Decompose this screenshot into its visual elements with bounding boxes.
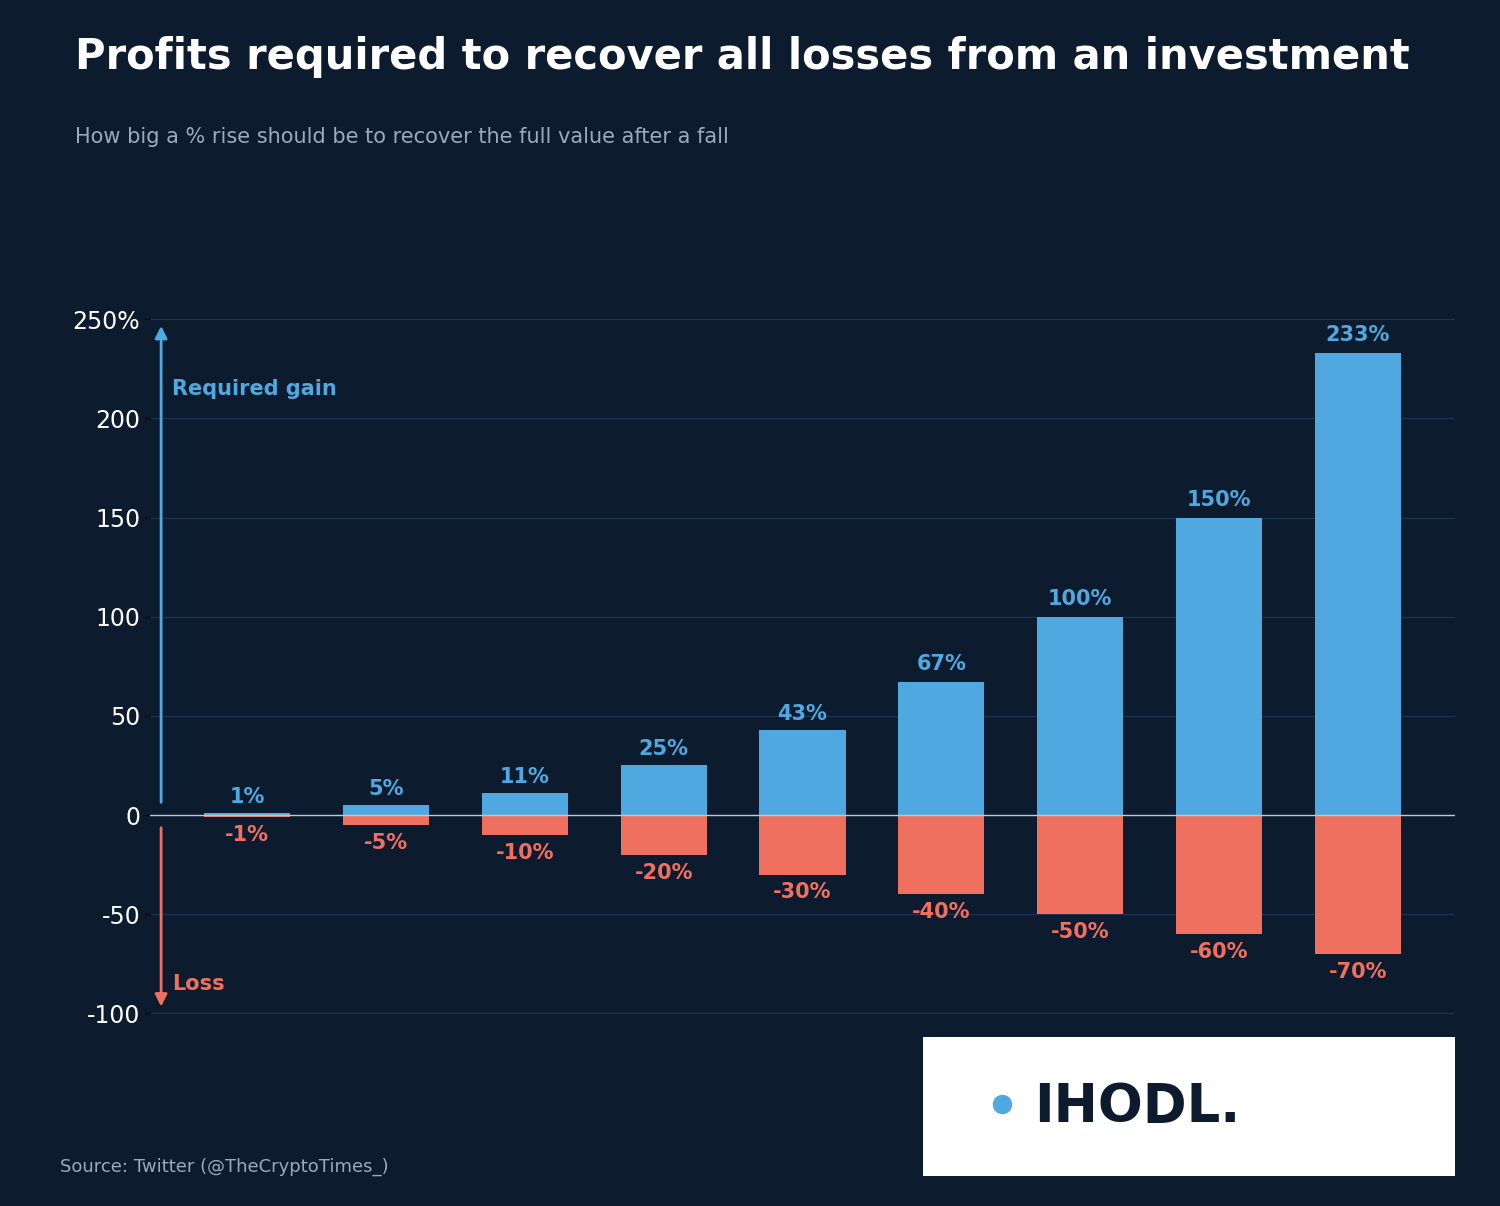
Bar: [344, 806, 429, 815]
Bar: [621, 766, 706, 815]
Bar: [344, 815, 429, 825]
Text: 43%: 43%: [777, 704, 828, 724]
Text: -40%: -40%: [912, 902, 970, 923]
Text: 67%: 67%: [916, 654, 966, 674]
Bar: [482, 815, 568, 835]
Bar: [204, 815, 290, 816]
Text: How big a % rise should be to recover the full value after a fall: How big a % rise should be to recover th…: [75, 127, 729, 147]
Text: -50%: -50%: [1052, 923, 1110, 942]
Bar: [1176, 517, 1262, 815]
Bar: [759, 815, 846, 874]
Bar: [621, 815, 706, 855]
Text: Source: Twitter (@TheCryptoTimes_): Source: Twitter (@TheCryptoTimes_): [60, 1158, 388, 1176]
Bar: [898, 683, 984, 815]
Bar: [759, 730, 846, 815]
Text: Profits required to recover all losses from an investment: Profits required to recover all losses f…: [75, 36, 1410, 78]
Text: 11%: 11%: [500, 767, 550, 788]
Bar: [1316, 353, 1401, 815]
Text: -10%: -10%: [495, 843, 554, 862]
Text: -60%: -60%: [1190, 942, 1248, 962]
Bar: [1176, 815, 1262, 933]
Text: 233%: 233%: [1326, 324, 1390, 345]
Bar: [898, 815, 984, 895]
Text: 1%: 1%: [230, 788, 266, 807]
Text: 100%: 100%: [1048, 589, 1113, 609]
Text: -70%: -70%: [1329, 962, 1388, 982]
Bar: [1036, 815, 1124, 914]
Bar: [1316, 815, 1401, 954]
Text: 25%: 25%: [639, 739, 688, 760]
Text: Required gain: Required gain: [172, 379, 338, 399]
Text: -20%: -20%: [634, 862, 693, 883]
Text: 150%: 150%: [1186, 490, 1251, 510]
Text: Loss: Loss: [172, 973, 225, 994]
Bar: [482, 794, 568, 815]
Text: IHODL.: IHODL.: [1035, 1081, 1240, 1132]
Bar: [204, 813, 290, 815]
Text: -1%: -1%: [225, 825, 268, 845]
Bar: [1036, 616, 1124, 815]
Text: -30%: -30%: [774, 883, 832, 902]
Text: 5%: 5%: [369, 779, 404, 800]
Text: -5%: -5%: [364, 833, 408, 853]
